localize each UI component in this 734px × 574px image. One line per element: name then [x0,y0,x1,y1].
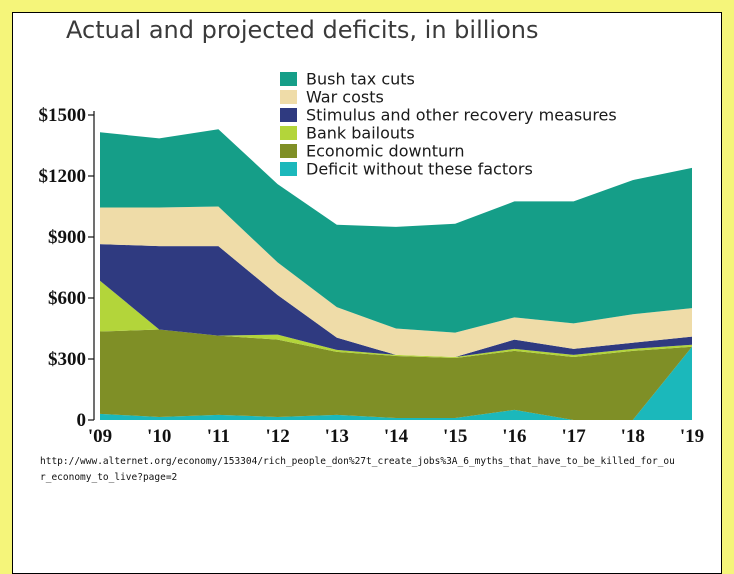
legend-label: Deficit without these factors [306,160,533,179]
y-tick-label: $900 [48,227,86,248]
x-tick-label: '09 [88,426,112,447]
y-tick-label: $600 [48,288,86,309]
legend-label: War costs [306,88,384,107]
legend-label: Stimulus and other recovery measures [306,106,617,125]
area-economic-downturn [100,329,692,420]
area-stimulus-and-other-recovery-measures [100,244,692,357]
y-tick-label: 0 [77,410,87,431]
x-tick-label: '14 [384,426,409,447]
x-tick-label: '15 [443,426,467,447]
chart-title: Actual and projected deficits, in billio… [66,16,539,44]
area-layers [100,129,692,420]
x-tick-label: '12 [265,426,289,447]
x-tick-label: '11 [207,426,230,447]
area-bush-tax-cuts [100,129,692,333]
source-url[interactable]: http://www.alternet.org/economy/153304/r… [40,456,675,483]
y-axis: 0 $300 $600 $900 $1200 $1500 [39,105,95,431]
area-war-costs [100,206,692,357]
y-tick-label: $1500 [39,105,87,126]
legend-swatch [280,162,297,176]
legend-label: Economic downturn [306,142,465,161]
x-tick-label: '17 [561,426,586,447]
x-tick-label: '18 [621,426,645,447]
y-tick-label: $300 [48,349,86,370]
legend-swatch [280,144,297,158]
x-tick-label: '16 [502,426,526,447]
x-tick-label: '10 [147,426,171,447]
y-tick-label: $1200 [39,166,87,187]
legend-label: Bush tax cuts [306,70,415,89]
area-bank-bailouts [100,280,692,358]
legend-swatch [280,72,297,86]
legend-swatch [280,90,297,104]
x-tick-label: '19 [680,426,704,447]
legend-label: Bank bailouts [306,124,415,143]
legend-swatch [280,126,297,140]
legend-swatch [280,108,297,122]
x-axis: '09 '10 '11 '12 '13 '14 '15 '16 '17 '18 '19 [88,426,704,447]
x-tick-label: '13 [325,426,349,447]
